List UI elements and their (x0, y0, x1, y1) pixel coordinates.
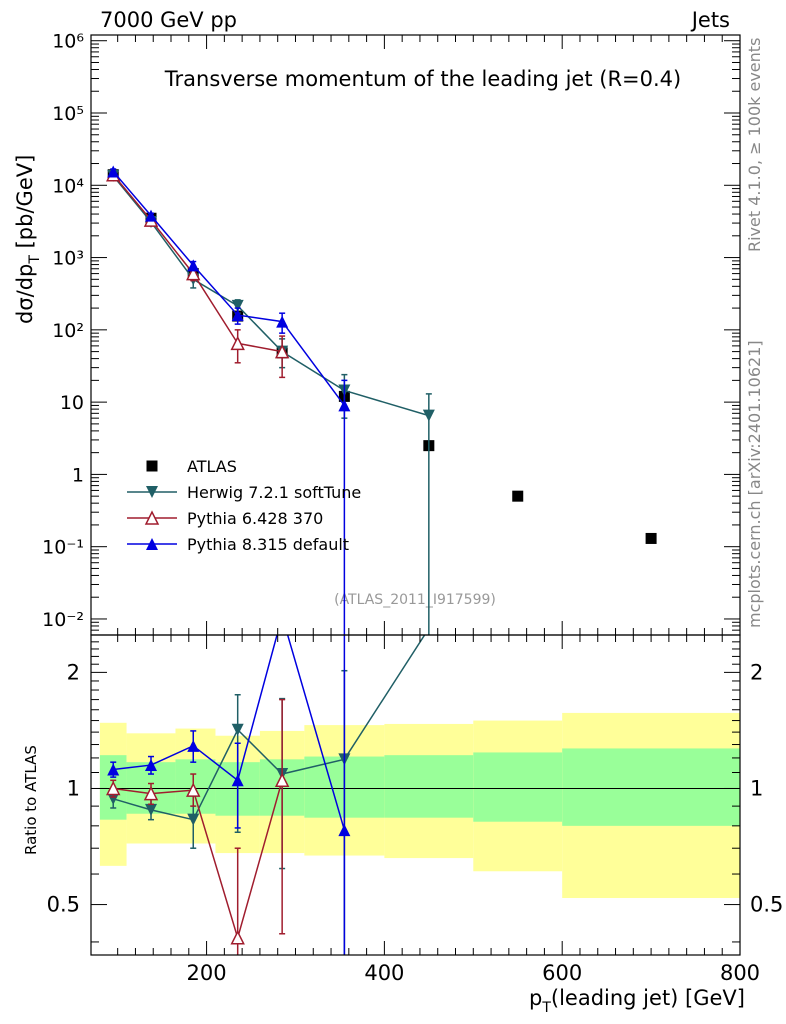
ratio-frame (90, 634, 741, 956)
legend-marker (144, 510, 160, 525)
legend-marker (146, 486, 158, 498)
y-tick-label: 10⁴ (52, 175, 84, 197)
legend-item-pythia-6-428-370: Pythia 6.428 370 (127, 509, 323, 528)
main-point-pythia-6-428-370 (230, 335, 245, 351)
main-point-herwig-7-2-1-softtune (422, 409, 435, 422)
legend-label: ATLAS (187, 457, 237, 476)
legend-marker (146, 538, 158, 550)
main-point-atlas (512, 490, 524, 502)
ratio-line-pythia-8-315-default (113, 635, 346, 831)
y-tick-label: 10³ (52, 248, 84, 270)
y-tick-label: 10⁻¹ (42, 537, 84, 559)
main-line-pythia-8-315-default (112, 171, 345, 406)
ratio-point-herwig-7-2-1-softtune (107, 792, 120, 805)
legend-marker (146, 460, 158, 472)
x-axis-title: pT(leading jet) [GeV] (529, 986, 745, 1016)
ratio-uncertainty-bands (91, 712, 740, 898)
ratio-point-pythia-8-315-default (187, 739, 200, 752)
main-point-pythia-8-315-default (338, 399, 351, 412)
y-tick-label: 1 (72, 464, 84, 486)
main-y-axis-title: dσ/dpT [pb/GeV] (13, 155, 43, 324)
ratio-point-pythia-6-428-370 (230, 930, 245, 945)
legend-label: Herwig 7.2.1 softTune (187, 483, 361, 502)
ratio-point-pythia-6-428-370 (186, 782, 201, 797)
main-series-pythia-8-315-default (107, 165, 351, 635)
analysis-id: (ATLAS_2011_I917599) (334, 592, 496, 608)
ratio-point-pythia-6-428-370 (106, 780, 121, 796)
x-tick-label: 400 (364, 961, 404, 985)
axes: 200 400 600 800 10⁻² 10⁻¹ 1 10 10² 10³ 10⁴ 10⁵ 10⁶ 0.… (42, 31, 783, 985)
ratio-point-pythia-6-428-370 (143, 785, 159, 801)
ratio-point-herwig-7-2-1-softtune (145, 803, 158, 816)
main-point-pythia-8-315-default (187, 259, 200, 272)
process-label: Jets (690, 8, 730, 32)
side-label-bottom: mcplots.cern.ch [arXiv:2401.10621] (745, 340, 764, 628)
legend: ATLAS Herwig 7.2.1 softTune Pythia 6.428 3… (127, 457, 361, 554)
y-tick-label: 10⁻² (42, 609, 84, 631)
ratio-y-tick-label: 2 (67, 660, 80, 684)
x-tick-label: 800 (720, 961, 760, 985)
side-label-top: Rivet 4.1.0, ≥ 100k events (745, 38, 764, 252)
main-point-atlas (645, 532, 657, 544)
legend-item-pythia-8-315-default: Pythia 8.315 default (127, 535, 349, 554)
ratio-y-tick-label: 1 (67, 776, 80, 800)
ratio-point-pythia-8-315-default (231, 774, 244, 787)
y-tick-label: 10² (52, 320, 84, 342)
main-point-herwig-7-2-1-softtune (231, 299, 244, 312)
main-point-pythia-8-315-default (231, 309, 244, 322)
ratio-series-pythia-8-315-default (107, 610, 351, 955)
ratio-series-pythia-6-428-370 (106, 698, 290, 955)
ratio-point-pythia-8-315-default (107, 763, 120, 776)
y-tick-label: 10 (60, 392, 84, 414)
main-line-herwig-7-2-1-softtune (112, 175, 430, 417)
ratio-y-axis-title: Ratio to ATLAS (22, 745, 40, 855)
ratio-y-tick-label-right: 0.5 (750, 893, 783, 917)
ratio-point-pythia-8-315-default (338, 824, 351, 837)
chart-title: Transverse momentum of the leading jet (… (164, 67, 681, 91)
ratio-y-tick-label-right: 2 (750, 660, 763, 684)
x-tick-label: 600 (542, 961, 582, 985)
main-point-pythia-6-428-370 (274, 343, 290, 359)
ratio-point-herwig-7-2-1-softtune (187, 813, 200, 826)
ratio-point-pythia-8-315-default (276, 610, 288, 622)
ratio-plot (106, 610, 426, 955)
band-green (562, 748, 740, 826)
energy-label: 7000 GeV pp (100, 8, 237, 32)
ratio-point-pythia-8-315-default (145, 759, 158, 772)
x-tick-label: 200 (187, 961, 227, 985)
legend-label: Pythia 8.315 default (187, 535, 349, 554)
legend-label: Pythia 6.428 370 (187, 509, 323, 528)
main-point-pythia-8-315-default (145, 209, 158, 222)
main-point-pythia-8-315-default (276, 315, 289, 328)
main-series-herwig-7-2-1-softtune (107, 169, 435, 635)
ratio-point-pythia-6-428-370 (274, 772, 290, 788)
y-tick-label: 10⁵ (52, 103, 84, 125)
ratio-y-tick-label: 0.5 (47, 893, 80, 917)
main-point-pythia-6-428-370 (186, 265, 201, 281)
legend-item-atlas: ATLAS (146, 457, 237, 476)
legend-item-herwig-7-2-1-softtune: Herwig 7.2.1 softTune (127, 483, 361, 502)
band-green (384, 755, 474, 818)
ratio-y-tick-label-right: 1 (750, 776, 763, 800)
y-tick-label: 10⁶ (52, 31, 84, 53)
main-plot (106, 165, 657, 635)
main-point-pythia-8-315-default (107, 165, 120, 178)
band-green (473, 752, 563, 822)
ratio-point-herwig-7-2-1-softtune (231, 723, 244, 736)
